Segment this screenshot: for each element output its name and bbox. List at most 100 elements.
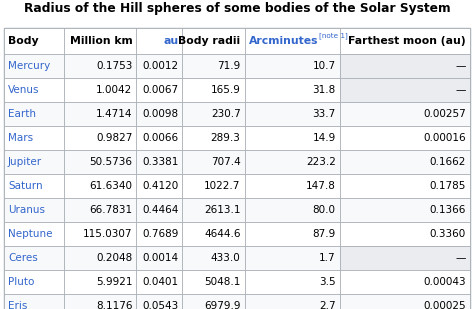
Text: Ceres: Ceres [8, 253, 38, 263]
Bar [340, 294, 470, 309]
Bar [182, 222, 245, 246]
Text: 50.5736: 50.5736 [89, 157, 132, 167]
Bar [182, 54, 245, 78]
Text: 0.0098: 0.0098 [142, 109, 178, 119]
Bar [4, 150, 64, 174]
Text: 0.1785: 0.1785 [429, 181, 466, 191]
Bar [245, 246, 340, 270]
Text: 223.2: 223.2 [306, 157, 336, 167]
Bar [4, 246, 64, 270]
Bar [137, 294, 182, 309]
Bar [137, 174, 182, 198]
Text: 4644.6: 4644.6 [204, 229, 240, 239]
Bar [340, 28, 470, 54]
Text: 80.0: 80.0 [313, 205, 336, 215]
Text: 33.7: 33.7 [312, 109, 336, 119]
Text: 0.1662: 0.1662 [429, 157, 466, 167]
Bar [245, 270, 340, 294]
Text: 0.3360: 0.3360 [430, 229, 466, 239]
Bar [137, 150, 182, 174]
Bar [182, 246, 245, 270]
Text: 14.9: 14.9 [312, 133, 336, 143]
Bar [340, 198, 470, 222]
Bar [182, 102, 245, 126]
Text: 0.00257: 0.00257 [423, 109, 466, 119]
Text: 0.1753: 0.1753 [96, 61, 132, 71]
Text: —: — [456, 61, 466, 71]
Bar [182, 28, 245, 54]
Text: 66.7831: 66.7831 [89, 205, 132, 215]
Bar [137, 102, 182, 126]
Bar [137, 246, 182, 270]
Bar [245, 294, 340, 309]
Bar [4, 294, 64, 309]
Text: 0.1366: 0.1366 [429, 205, 466, 215]
Text: 0.4120: 0.4120 [142, 181, 178, 191]
Text: 147.8: 147.8 [306, 181, 336, 191]
Bar [64, 270, 137, 294]
Text: [note 1]: [note 1] [319, 33, 348, 39]
Bar [64, 246, 137, 270]
Bar [4, 28, 64, 54]
Bar [64, 126, 137, 150]
Bar [340, 126, 470, 150]
Text: 31.8: 31.8 [312, 85, 336, 95]
Text: 0.0014: 0.0014 [142, 253, 178, 263]
Text: 1.7: 1.7 [319, 253, 336, 263]
Text: Radius of the Hill spheres of some bodies of the Solar System: Radius of the Hill spheres of some bodie… [24, 2, 450, 15]
Bar [64, 198, 137, 222]
Text: 0.7689: 0.7689 [142, 229, 178, 239]
Text: 433.0: 433.0 [211, 253, 240, 263]
Bar [64, 294, 137, 309]
Bar [245, 28, 340, 54]
Bar [4, 102, 64, 126]
Text: 289.3: 289.3 [210, 133, 240, 143]
Text: Pluto: Pluto [8, 277, 35, 287]
Bar [4, 78, 64, 102]
Text: 1022.7: 1022.7 [204, 181, 240, 191]
Bar [64, 174, 137, 198]
Text: 165.9: 165.9 [210, 85, 240, 95]
Bar [340, 102, 470, 126]
Bar [340, 174, 470, 198]
Text: 87.9: 87.9 [312, 229, 336, 239]
Text: Uranus: Uranus [8, 205, 45, 215]
Bar [64, 102, 137, 126]
Bar [182, 198, 245, 222]
Text: Venus: Venus [8, 85, 39, 95]
Text: Jupiter: Jupiter [8, 157, 42, 167]
Bar [340, 150, 470, 174]
Text: Farthest moon (au): Farthest moon (au) [348, 36, 466, 46]
Text: Million km: Million km [70, 36, 132, 46]
Bar [137, 222, 182, 246]
Text: 115.0307: 115.0307 [83, 229, 132, 239]
Text: au: au [163, 36, 178, 46]
Bar [182, 78, 245, 102]
Bar [245, 54, 340, 78]
Text: Neptune: Neptune [8, 229, 53, 239]
Text: 0.00016: 0.00016 [423, 133, 466, 143]
Bar [137, 198, 182, 222]
Text: 0.0543: 0.0543 [142, 301, 178, 309]
Bar [137, 126, 182, 150]
Text: Mars: Mars [8, 133, 33, 143]
Bar [4, 222, 64, 246]
Text: —: — [456, 253, 466, 263]
Text: 1.0042: 1.0042 [96, 85, 132, 95]
Text: 5048.1: 5048.1 [204, 277, 240, 287]
Text: 0.2048: 0.2048 [96, 253, 132, 263]
Bar [64, 28, 137, 54]
Text: 2613.1: 2613.1 [204, 205, 240, 215]
Text: 61.6340: 61.6340 [89, 181, 132, 191]
Text: Earth: Earth [8, 109, 36, 119]
Bar [4, 270, 64, 294]
Bar [340, 270, 470, 294]
Text: 0.0066: 0.0066 [142, 133, 178, 143]
Bar [182, 270, 245, 294]
Text: 0.0401: 0.0401 [142, 277, 178, 287]
Bar [137, 54, 182, 78]
Bar [64, 150, 137, 174]
Text: Mercury: Mercury [8, 61, 50, 71]
Text: 0.00025: 0.00025 [423, 301, 466, 309]
Bar [182, 126, 245, 150]
